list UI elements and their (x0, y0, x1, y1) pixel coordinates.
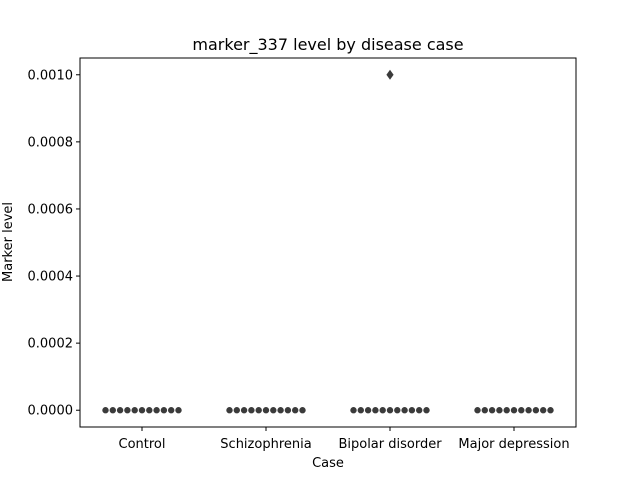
data-point (262, 407, 270, 414)
x-axis: Control Schizophrenia Bipolar disorder Majo… (119, 427, 570, 452)
data-point (277, 407, 284, 414)
data-point (138, 407, 146, 414)
data-point (248, 407, 255, 414)
data-point (481, 407, 488, 414)
y-tick-label: 0.0000 (28, 404, 74, 419)
data-point (153, 407, 160, 414)
data-point (233, 407, 240, 414)
y-tick-label: 0.0002 (28, 337, 74, 352)
y-axis: 0.0000 0.0002 0.0004 0.0006 0.0008 0.0010 (28, 68, 80, 419)
x-axis-title: Case (312, 456, 344, 471)
outlier-point (386, 69, 394, 80)
data-point (372, 407, 379, 414)
data-point (116, 407, 124, 414)
data-point (364, 407, 372, 414)
data-point (146, 407, 153, 414)
data-point (102, 407, 109, 414)
data-point (270, 407, 277, 414)
chart-title: marker_337 level by disease case (192, 35, 463, 55)
x-tick-label: Control (119, 437, 166, 452)
data-point (474, 407, 481, 414)
data-point (255, 407, 262, 414)
y-axis-title: Marker level (1, 202, 16, 282)
data-point (160, 407, 168, 414)
data-point (488, 407, 496, 414)
data-point (284, 407, 292, 414)
data-point (357, 407, 364, 414)
plot-area (79, 57, 577, 428)
data-point (401, 407, 408, 414)
data-point (299, 407, 306, 414)
data-point (379, 407, 386, 414)
data-point (525, 407, 532, 414)
data-point (109, 407, 117, 414)
x-tick-label: Bipolar disorder (338, 437, 442, 452)
y-tick-label: 0.0008 (28, 135, 74, 150)
y-tick-label: 0.0006 (28, 202, 74, 217)
data-point (503, 407, 510, 414)
data-point (175, 407, 182, 414)
data-point (547, 407, 554, 414)
y-tick-label: 0.0004 (28, 270, 74, 285)
y-tick-label: 0.0010 (28, 68, 74, 83)
data-point (240, 407, 248, 414)
x-tick-label: Major depression (458, 437, 569, 452)
x-tick-label: Schizophrenia (220, 437, 311, 452)
data-point (532, 407, 540, 414)
data-point (226, 407, 233, 414)
data-point (131, 407, 138, 414)
data-point (408, 407, 416, 414)
data-point (124, 407, 131, 414)
data-point (292, 407, 299, 414)
data-point (510, 407, 518, 414)
data-point (394, 407, 401, 414)
data-point (350, 407, 357, 414)
data-point (416, 407, 423, 414)
data-points (102, 69, 554, 414)
data-point (168, 407, 175, 414)
data-point (518, 407, 525, 414)
data-point (540, 407, 547, 414)
data-point (496, 407, 503, 414)
data-point (423, 407, 430, 414)
data-point (386, 407, 394, 414)
